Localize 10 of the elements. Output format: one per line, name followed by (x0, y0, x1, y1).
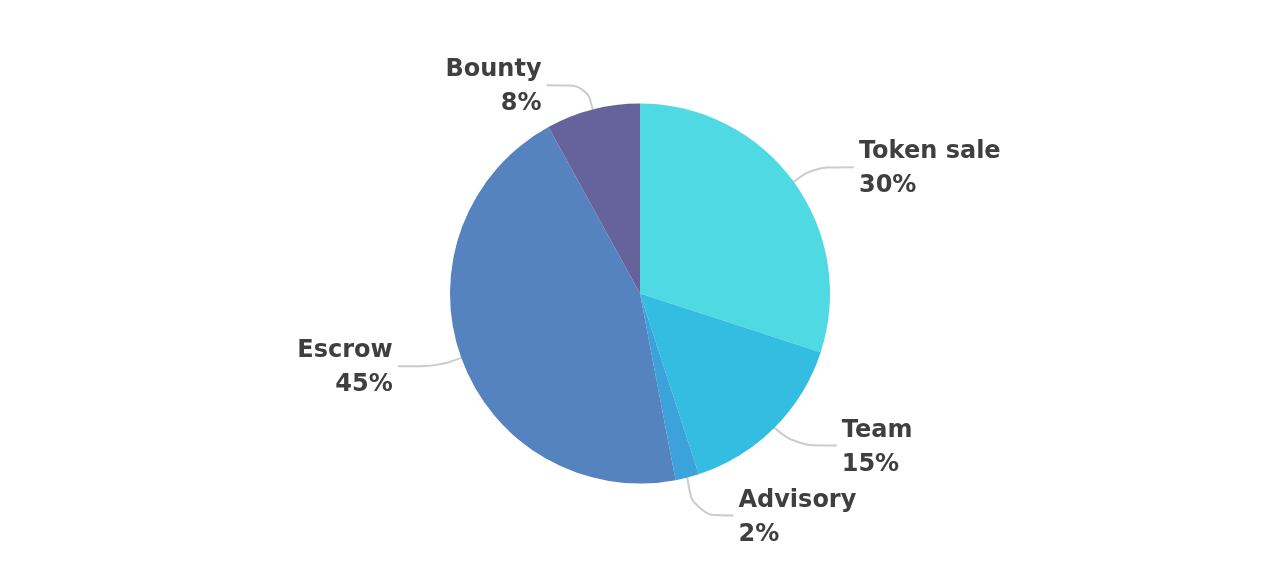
slice-label: Token sale (858, 136, 1001, 165)
data-label: 8% (500, 88, 542, 117)
slice-label: Team (841, 414, 913, 443)
data-label: 2% (738, 518, 780, 547)
slice-label: Bounty (445, 54, 542, 83)
slice-label: Escrow (297, 335, 393, 364)
slice-label: Advisory (738, 484, 857, 513)
data-label: 30% (858, 170, 917, 199)
data-label: 15% (841, 448, 900, 477)
data-label: 45% (335, 369, 393, 398)
